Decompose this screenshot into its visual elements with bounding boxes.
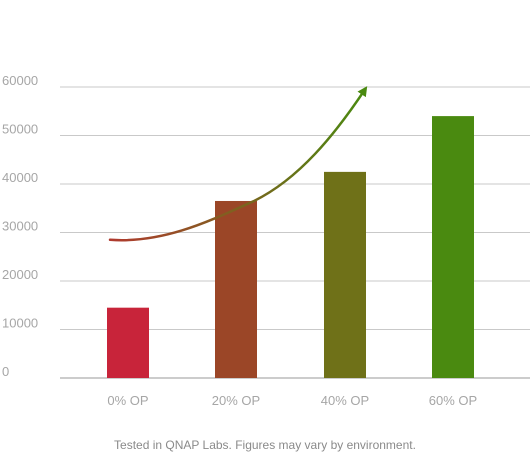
y-tick-label: 40000 (2, 170, 38, 185)
bars (107, 116, 474, 378)
y-axis: 0 10000 20000 30000 40000 50000 60000 (2, 73, 38, 379)
y-tick-label: 30000 (2, 219, 38, 234)
x-tick-label: 40% OP (321, 393, 369, 408)
footnote: Tested in QNAP Labs. Figures may vary by… (114, 438, 416, 452)
y-tick-label: 10000 (2, 316, 38, 331)
x-tick-label: 20% OP (212, 393, 260, 408)
trend-arrow (108, 86, 368, 242)
y-tick-label: 60000 (2, 73, 38, 88)
y-tick-label: 0 (2, 364, 9, 379)
x-tick-label: 0% OP (107, 393, 148, 408)
x-tick-label: 60% OP (429, 393, 477, 408)
trend-annotation (108, 86, 368, 242)
bar-40-op (324, 171, 366, 378)
bar-20-op (215, 200, 257, 378)
y-tick-label: 50000 (2, 122, 38, 137)
bar-0-op (107, 307, 149, 378)
bar-60-op (432, 116, 474, 378)
x-axis: 0% OP 20% OP 40% OP 60% OP (107, 393, 477, 408)
y-tick-label: 20000 (2, 267, 38, 282)
